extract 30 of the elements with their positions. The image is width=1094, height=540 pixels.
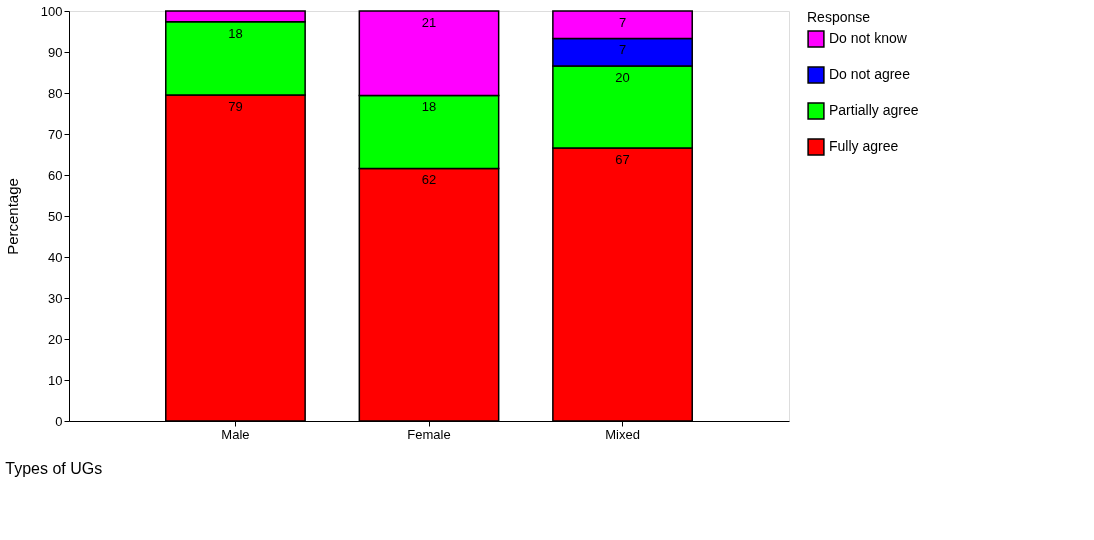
y-tick-label: 30 <box>48 290 63 306</box>
legend-title: Response <box>807 9 871 25</box>
y-tick-label: 60 <box>48 167 63 183</box>
data-label: 67 <box>615 151 630 167</box>
data-label: 7 <box>618 15 627 30</box>
legend-label: Do not know <box>829 30 908 46</box>
legend-label: Partially agree <box>829 102 919 118</box>
y-tick-label: 70 <box>48 126 63 142</box>
y-axis-title: Percentage <box>3 178 21 255</box>
y-tick-label: 90 <box>48 44 63 60</box>
y-tick-label: 20 <box>48 331 63 347</box>
legend-label: Fully agree <box>829 138 899 154</box>
data-label: 20 <box>615 69 630 85</box>
x-tick-label: Male <box>221 426 250 442</box>
y-tick-label: 50 <box>48 208 63 224</box>
data-label: 18 <box>421 99 437 115</box>
y-tick-label: 10 <box>48 372 63 388</box>
y-tick-label: 40 <box>48 249 63 265</box>
x-tick-label: Mixed <box>605 426 640 442</box>
data-label: 79 <box>228 99 243 115</box>
y-tick-label: 0 <box>55 413 63 429</box>
data-label: 18 <box>228 25 243 41</box>
y-tick-label: 80 <box>48 85 63 101</box>
x-axis-title: Types of UGs <box>5 460 103 477</box>
data-label: 62 <box>421 172 437 188</box>
data-label: 7 <box>618 42 627 58</box>
data-label: 21 <box>421 15 437 30</box>
legend-label: Do not agree <box>829 66 911 82</box>
x-tick-label: Female <box>407 426 451 442</box>
y-tick-label: 100 <box>40 3 63 19</box>
